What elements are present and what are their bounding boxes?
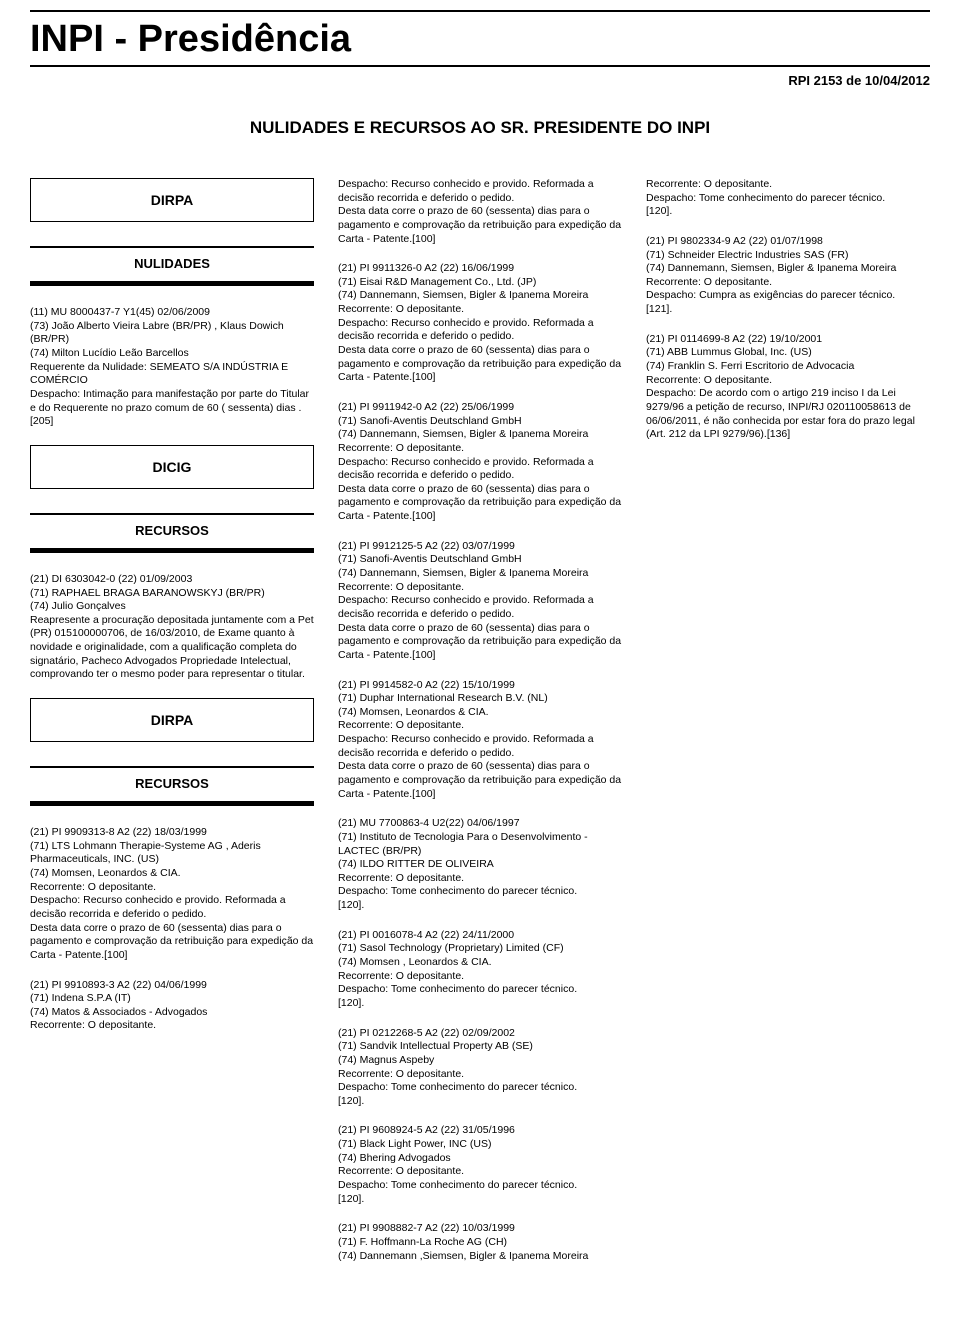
entry: (21) PI 9608924-5 A2 (22) 31/05/1996 (71…	[338, 1124, 622, 1206]
entry: (21) DI 6303042-0 (22) 01/09/2003 (71) R…	[30, 573, 314, 682]
column-1: DIRPA NULIDADES (11) MU 8000437-7 Y1(45)…	[30, 178, 314, 1279]
section-label-recursos: RECURSOS	[30, 513, 314, 553]
entry: (11) MU 8000437-7 Y1(45) 02/06/2009 (73)…	[30, 306, 314, 429]
section-label-recursos2: RECURSOS	[30, 766, 314, 806]
section-label-nulidades: NULIDADES	[30, 246, 314, 286]
entry: (21) PI 9911326-0 A2 (22) 16/06/1999 (71…	[338, 262, 622, 385]
entry: Despacho: Recurso conhecido e provido. R…	[338, 178, 622, 246]
entry: (21) PI 9910893-3 A2 (22) 04/06/1999 (71…	[30, 979, 314, 1034]
page-container: INPI - Presidência RPI 2153 de 10/04/201…	[0, 0, 960, 1309]
main-title: INPI - Presidência	[30, 16, 930, 63]
entry: (21) PI 9909313-8 A2 (22) 18/03/1999 (71…	[30, 826, 314, 962]
entry: Recorrente: O depositante. Despacho: Tom…	[646, 178, 930, 219]
page-subtitle: NULIDADES E RECURSOS AO SR. PRESIDENTE D…	[30, 118, 930, 138]
entry: (21) PI 9802334-9 A2 (22) 01/07/1998 (71…	[646, 235, 930, 317]
column-2: Despacho: Recurso conhecido e provido. R…	[338, 178, 622, 1279]
entry: (21) PI 9912125-5 A2 (22) 03/07/1999 (71…	[338, 540, 622, 663]
columns-wrapper: DIRPA NULIDADES (11) MU 8000437-7 Y1(45)…	[30, 178, 930, 1279]
entry: (21) PI 9911942-0 A2 (22) 25/06/1999 (71…	[338, 401, 622, 524]
entry: (21) PI 9908882-7 A2 (22) 10/03/1999 (71…	[338, 1222, 622, 1263]
rule-bottom	[30, 65, 930, 67]
column-3: Recorrente: O depositante. Despacho: Tom…	[646, 178, 930, 1279]
entry: (21) PI 0114699-8 A2 (22) 19/10/2001 (71…	[646, 333, 930, 442]
section-box-dirpa: DIRPA	[30, 178, 314, 222]
section-box-dicig: DICIG	[30, 445, 314, 489]
entry: (21) MU 7700863-4 U2(22) 04/06/1997 (71)…	[338, 817, 622, 912]
rule-top	[30, 10, 930, 12]
entry: (21) PI 9914582-0 A2 (22) 15/10/1999 (71…	[338, 679, 622, 802]
rpi-line: RPI 2153 de 10/04/2012	[30, 73, 930, 88]
entry: (21) PI 0016078-4 A2 (22) 24/11/2000 (71…	[338, 929, 622, 1011]
section-box-dirpa2: DIRPA	[30, 698, 314, 742]
entry: (21) PI 0212268-5 A2 (22) 02/09/2002 (71…	[338, 1027, 622, 1109]
